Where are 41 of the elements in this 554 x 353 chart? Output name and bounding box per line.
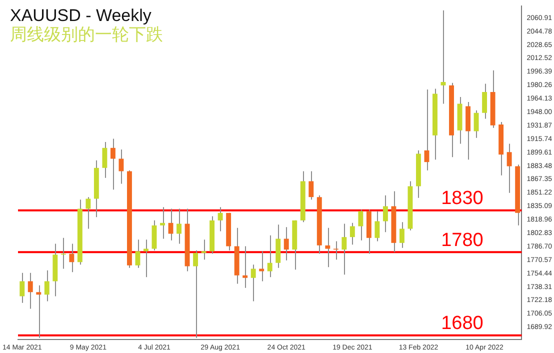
candlestick	[325, 227, 330, 268]
candlestick	[474, 110, 479, 138]
candlestick	[20, 272, 25, 304]
candlestick	[440, 10, 446, 104]
candlestick	[135, 239, 140, 268]
chart-title: XAUUSD - Weekly	[10, 6, 152, 26]
candlestick	[160, 206, 165, 240]
ref-line-label: 1680	[441, 313, 484, 334]
candlestick	[86, 196, 91, 230]
candlestick	[201, 239, 206, 260]
candlestick	[218, 206, 223, 232]
ref-line-label: 1830	[441, 188, 484, 210]
candlestick	[102, 142, 108, 178]
candlestick	[506, 143, 512, 194]
candlestick	[284, 226, 289, 261]
ref-line-label: 1780	[441, 230, 484, 251]
candlestick	[60, 237, 66, 270]
candlestick	[250, 264, 256, 302]
candlestick	[28, 272, 33, 310]
candlestick	[193, 250, 198, 338]
text: 周线级别的一轮下跌	[10, 24, 163, 46]
candlestick	[358, 209, 364, 241]
candlestick	[110, 138, 116, 190]
candlestick	[176, 208, 182, 244]
candlestick	[267, 234, 272, 278]
candlestick	[374, 210, 380, 242]
candlestick	[382, 194, 388, 233]
candlestick	[482, 83, 488, 120]
candlestick	[118, 149, 124, 184]
candlestick	[342, 223, 347, 276]
candlestick	[242, 246, 248, 288]
candlestick	[259, 250, 264, 282]
candlestick	[308, 170, 314, 200]
candlestick	[44, 270, 50, 302]
candlestick	[69, 243, 74, 273]
candlestick	[399, 222, 404, 248]
candlestick	[144, 239, 148, 278]
candlestick	[424, 89, 430, 171]
candlestick	[36, 284, 42, 338]
candlestick	[333, 240, 338, 260]
candlestick	[350, 222, 355, 246]
